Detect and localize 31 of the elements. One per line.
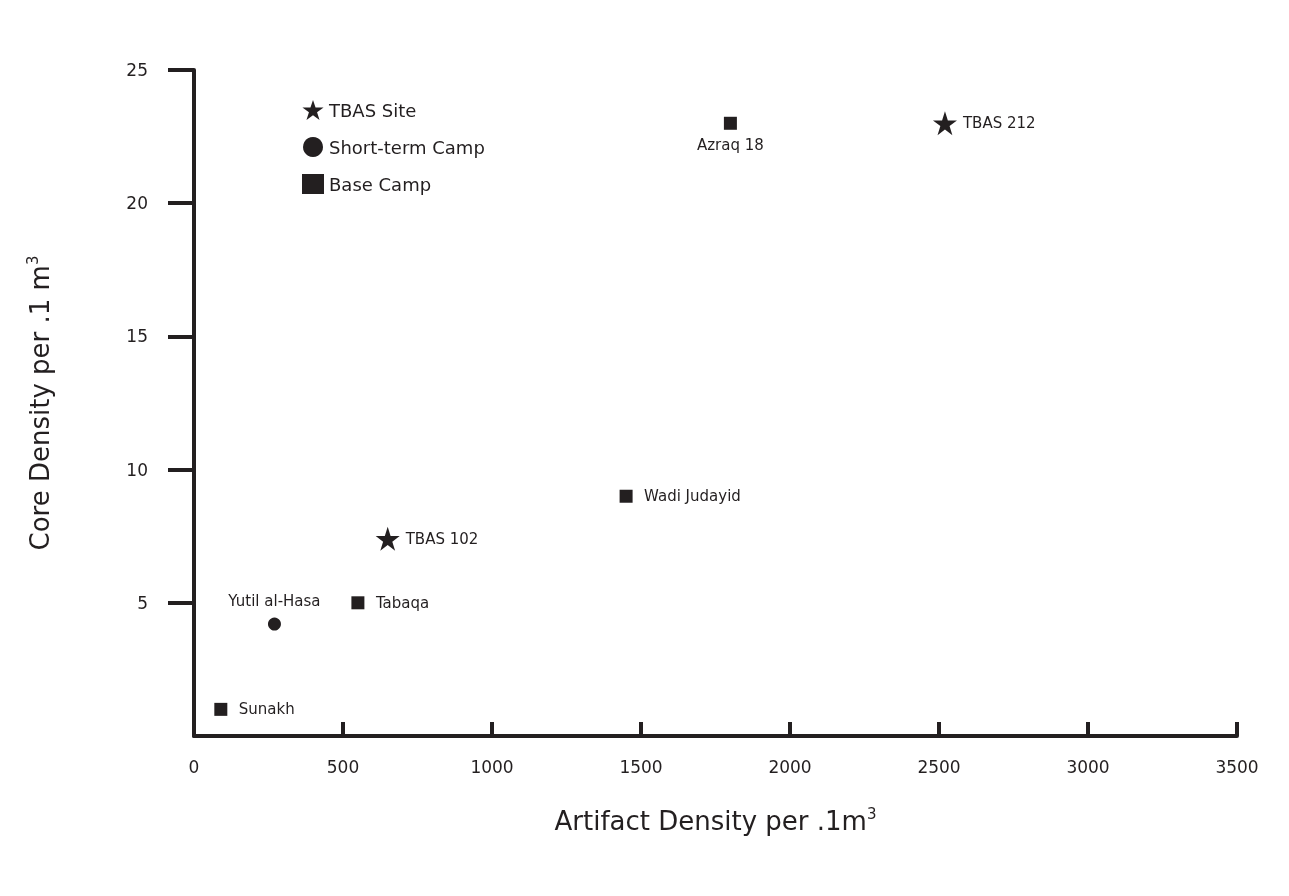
annotation: Azraq 18: [696, 135, 764, 154]
point: [619, 489, 633, 503]
y-tick-label: 20: [126, 193, 148, 214]
y-tick-label: 10: [126, 459, 148, 480]
y-tick-label: 5: [137, 592, 148, 613]
x-tick-label: 1000: [470, 756, 514, 777]
y-tick-label: 15: [126, 326, 148, 347]
y-axis-title: Core Density per .1 m3: [23, 255, 55, 551]
point: [267, 617, 281, 631]
legend-label: TBAS Site: [328, 99, 417, 121]
annotation: Tabaqa: [374, 593, 430, 612]
annotation: Wadi Judayid: [644, 487, 741, 506]
x-tick-label: 500: [326, 756, 360, 777]
x-tick-label: 2000: [768, 756, 812, 777]
point: [351, 596, 365, 610]
x-tick-label: 1500: [619, 756, 663, 777]
annotation: Sunakh: [238, 700, 295, 719]
y-tick-label: 25: [126, 60, 148, 80]
x-tick-label: 2500: [917, 756, 961, 777]
point: [375, 526, 400, 551]
legend-label: Base Camp: [329, 173, 432, 195]
point: [214, 702, 228, 716]
annotation: TBAS 102: [404, 529, 479, 548]
x-tick-label: 0: [188, 756, 200, 777]
point: [932, 111, 957, 136]
point: [723, 116, 737, 130]
x-tick-label: 3500: [1215, 756, 1259, 777]
legend-label: Short-term Camp: [329, 136, 485, 158]
x-tick-label: 3000: [1066, 756, 1110, 777]
annotation: TBAS 212: [961, 114, 1036, 133]
annotation: Yutil al-Hasa: [227, 591, 321, 610]
